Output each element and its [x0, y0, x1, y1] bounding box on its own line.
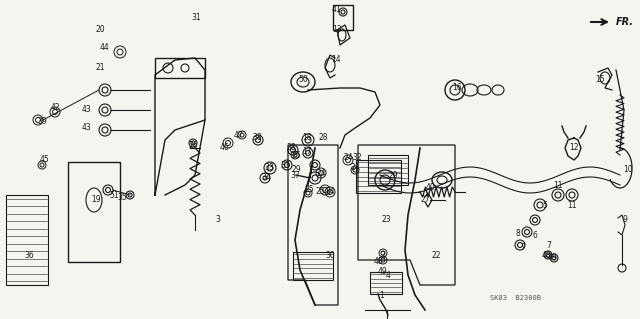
Text: 7: 7 — [547, 241, 552, 249]
Bar — [6, 195, 48, 285]
Text: 19: 19 — [91, 196, 101, 204]
Text: 37: 37 — [290, 170, 300, 180]
Bar — [293, 252, 333, 280]
Text: 9: 9 — [623, 216, 627, 225]
Text: 21: 21 — [95, 63, 105, 72]
Text: 24: 24 — [316, 168, 326, 177]
Text: 44: 44 — [100, 43, 110, 53]
Text: 47: 47 — [234, 130, 244, 139]
Text: 11: 11 — [553, 181, 563, 189]
Text: 3: 3 — [216, 216, 220, 225]
Text: 41: 41 — [331, 5, 341, 14]
Text: 25: 25 — [291, 151, 301, 160]
Text: 22: 22 — [431, 250, 441, 259]
Text: 5: 5 — [543, 201, 547, 210]
Text: 13: 13 — [332, 26, 342, 34]
Text: 2: 2 — [381, 250, 385, 259]
Text: 18: 18 — [302, 132, 312, 142]
Text: 35: 35 — [117, 194, 127, 203]
Text: 17: 17 — [302, 147, 312, 157]
Text: 33: 33 — [264, 164, 274, 173]
Text: 1: 1 — [380, 291, 385, 300]
Text: 27: 27 — [420, 196, 430, 204]
Text: 38: 38 — [252, 133, 262, 143]
Text: 39: 39 — [37, 117, 47, 127]
Text: 28: 28 — [318, 133, 328, 143]
Text: 48: 48 — [541, 250, 551, 259]
Text: 32: 32 — [352, 153, 362, 162]
Text: 4: 4 — [385, 271, 390, 279]
Text: 48: 48 — [373, 257, 383, 266]
Text: 16: 16 — [452, 84, 462, 93]
Text: 30: 30 — [325, 250, 335, 259]
Text: 20: 20 — [95, 26, 105, 34]
Text: 46: 46 — [220, 144, 230, 152]
Bar — [356, 160, 401, 193]
Text: 34: 34 — [261, 174, 271, 182]
Text: 29: 29 — [388, 170, 398, 180]
Bar — [370, 272, 402, 294]
Text: 8: 8 — [516, 229, 520, 239]
Text: 42: 42 — [50, 103, 60, 113]
Text: 36: 36 — [24, 250, 34, 259]
Text: 49: 49 — [548, 254, 558, 263]
Text: 25: 25 — [304, 186, 314, 195]
Text: 12: 12 — [569, 144, 579, 152]
Text: 40: 40 — [425, 183, 435, 192]
Text: 15: 15 — [595, 76, 605, 85]
Text: 24: 24 — [343, 153, 353, 162]
Text: 26: 26 — [188, 140, 198, 150]
Text: 10: 10 — [623, 166, 633, 174]
Text: 29: 29 — [291, 166, 301, 174]
Bar — [68, 162, 120, 262]
Text: 23: 23 — [381, 216, 391, 225]
Text: 14: 14 — [331, 56, 341, 64]
Text: 45: 45 — [39, 155, 49, 165]
Text: 43: 43 — [81, 123, 91, 132]
Text: 24: 24 — [350, 164, 360, 173]
Text: 38: 38 — [286, 144, 296, 152]
Text: 24: 24 — [325, 188, 335, 197]
Text: 6: 6 — [532, 231, 538, 240]
Text: 11: 11 — [567, 201, 577, 210]
Text: 43: 43 — [81, 106, 91, 115]
Text: FR.: FR. — [616, 17, 634, 27]
Bar — [368, 155, 408, 185]
Text: 51: 51 — [109, 190, 119, 199]
Text: 49: 49 — [378, 268, 388, 277]
Bar — [333, 5, 353, 30]
Text: 33: 33 — [280, 160, 290, 169]
Text: SK83  B2300B: SK83 B2300B — [490, 295, 541, 301]
Text: 31: 31 — [191, 13, 201, 23]
Text: 50: 50 — [298, 76, 308, 85]
Bar — [155, 58, 205, 78]
Text: 7: 7 — [520, 243, 525, 253]
Text: 25: 25 — [315, 188, 325, 197]
